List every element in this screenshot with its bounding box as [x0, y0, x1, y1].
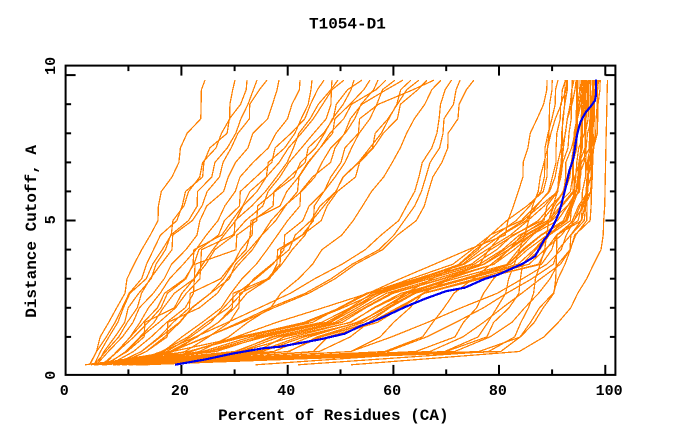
svg-text:Distance Cutoff, A: Distance Cutoff, A: [23, 145, 41, 318]
svg-text:100: 100: [596, 383, 623, 400]
svg-text:T1054-D1: T1054-D1: [309, 16, 386, 34]
svg-text:0: 0: [60, 383, 69, 400]
svg-text:5: 5: [43, 215, 60, 224]
svg-text:Percent of Residues (CA): Percent of Residues (CA): [218, 407, 448, 425]
svg-text:40: 40: [277, 383, 295, 400]
svg-text:0: 0: [43, 371, 60, 380]
svg-text:10: 10: [43, 57, 60, 75]
svg-text:20: 20: [171, 383, 189, 400]
svg-text:80: 80: [489, 383, 507, 400]
svg-text:60: 60: [383, 383, 401, 400]
